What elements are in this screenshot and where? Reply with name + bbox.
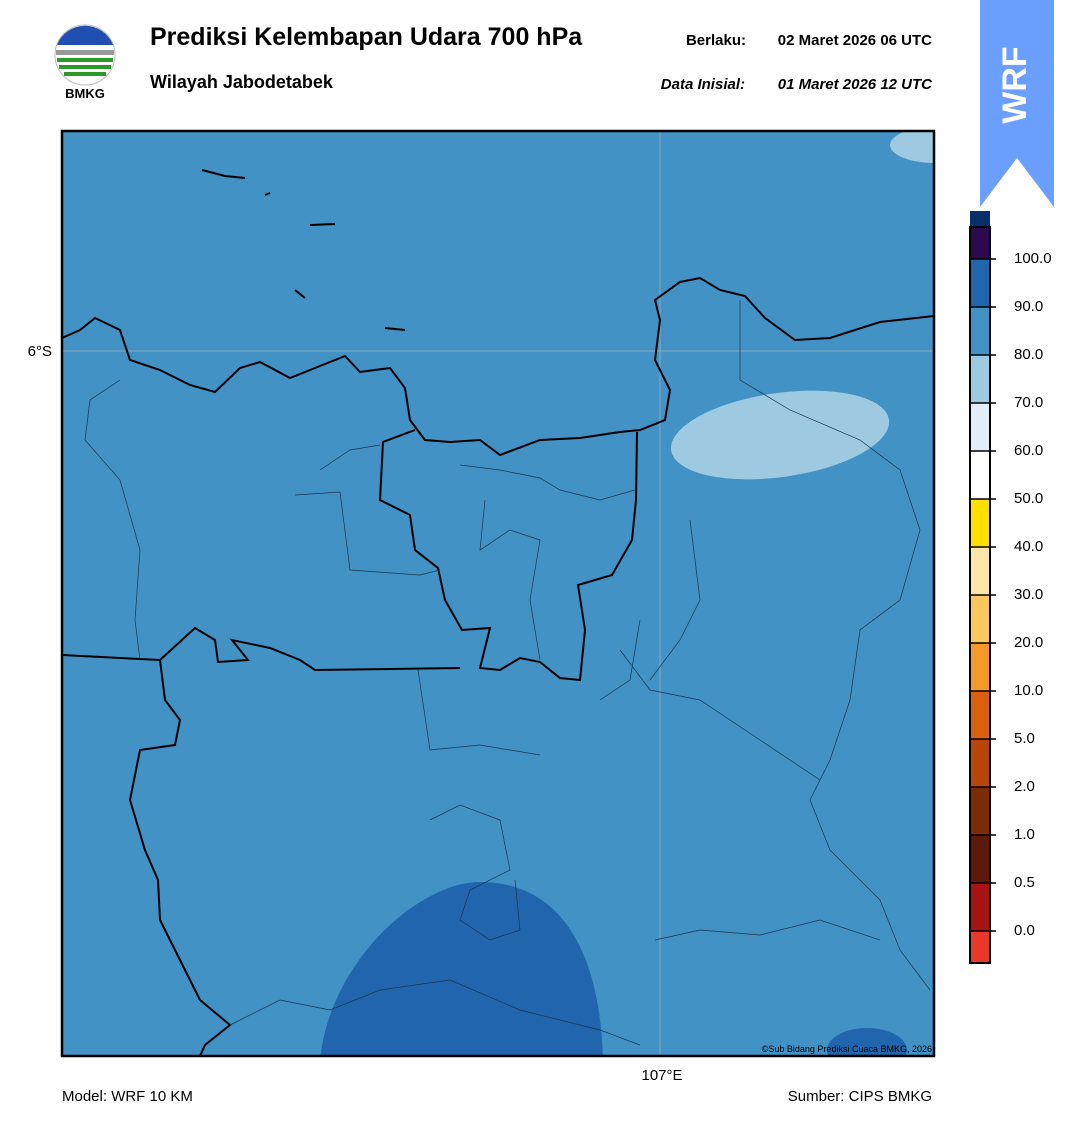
colorbar-segment <box>970 259 990 307</box>
colorbar-segment <box>970 643 990 691</box>
colorbar-tick-label: 10.0 <box>1014 682 1043 699</box>
colorbar-tick-label: 100.0 <box>1014 250 1052 267</box>
colorbar-tick-label: 5.0 <box>1014 730 1035 747</box>
colorbar-segment <box>970 739 990 787</box>
valid-time: 02 Maret 2026 06 UTC <box>778 32 932 49</box>
init-label: Data Inisial: <box>661 76 745 93</box>
colorbar-tick-label: 40.0 <box>1014 538 1043 555</box>
colorbar-tick-label: 70.0 <box>1014 394 1043 411</box>
colorbar-segment <box>970 547 990 595</box>
colorbar-segment <box>970 499 990 547</box>
footer-model: Model: WRF 10 KM <box>62 1088 193 1105</box>
colorbar: 0.0 0.5 1.0 2.0 5.0 10.0 20.0 30.0 40.0 50.0 60.0 7… <box>969 211 1052 964</box>
colorbar-tick-label: 90.0 <box>1014 298 1043 315</box>
credit: ©Sub Bidang Prediksi Cuaca BMKG, 2026 <box>762 1044 932 1054</box>
colorbar-segment <box>970 691 990 739</box>
colorbar-segment <box>970 595 990 643</box>
colorbar-segment <box>970 787 990 835</box>
colorbar-tick-label: 80.0 <box>1014 346 1043 363</box>
colorbar-segment <box>970 451 990 499</box>
badge-text: WRF <box>996 46 1034 123</box>
colorbar-over <box>970 227 990 259</box>
colorbar-tick-label: 1.0 <box>1014 826 1035 843</box>
badge <box>980 0 1054 207</box>
footer-source: Sumber: CIPS BMKG <box>788 1088 932 1105</box>
colorbar-tick-label: 0.0 <box>1014 922 1035 939</box>
colorbar-tick-label: 20.0 <box>1014 634 1043 651</box>
colorbar-segment <box>970 307 990 355</box>
colorbar-segment <box>970 403 990 451</box>
valid-label: Berlaku: <box>686 32 746 49</box>
colorbar-tick-label: 50.0 <box>1014 490 1043 507</box>
map-frame <box>60 129 936 1058</box>
colorbar-tick-label: 2.0 <box>1014 778 1035 795</box>
title: Prediksi Kelembapan Udara 700 hPa <box>150 23 583 51</box>
colorbar-segment <box>970 355 990 403</box>
logo: BMKG <box>54 24 116 101</box>
lon-label: 107°E <box>641 1067 682 1084</box>
colorbar-segment <box>970 883 990 931</box>
colorbar-tick-label: 0.5 <box>1014 874 1035 891</box>
colorbar-tick-label: 30.0 <box>1014 586 1043 603</box>
lat-label: 6°S <box>28 343 52 360</box>
subtitle: Wilayah Jabodetabek <box>150 72 334 92</box>
logo-text: BMKG <box>65 86 105 101</box>
colorbar-segment <box>970 835 990 883</box>
init-time: 01 Maret 2026 12 UTC <box>778 76 933 93</box>
colorbar-under <box>970 931 990 963</box>
map-area <box>62 131 934 1056</box>
colorbar-tick-label: 60.0 <box>1014 442 1043 459</box>
